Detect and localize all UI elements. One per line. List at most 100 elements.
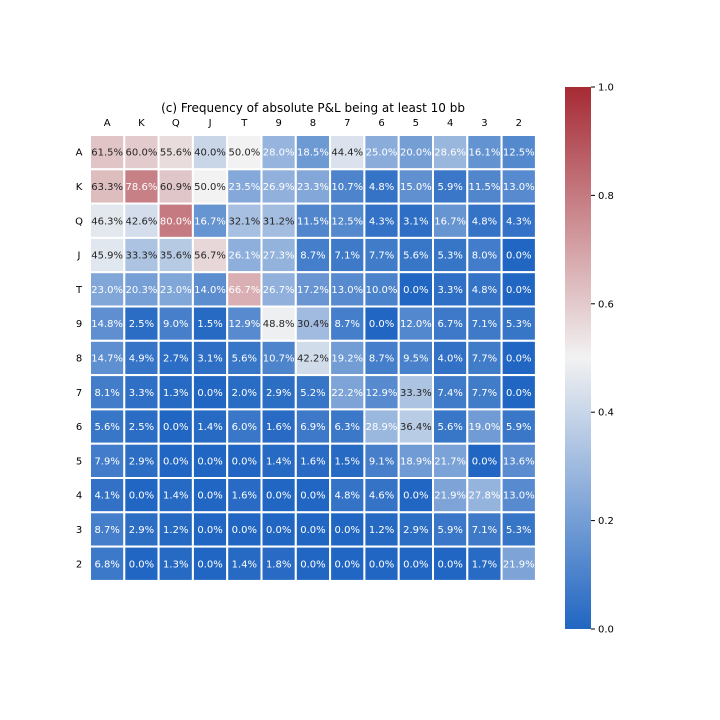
heatmap-cell	[89, 477, 126, 514]
x-tick-label: Q	[172, 118, 180, 129]
heatmap-cell	[432, 442, 469, 480]
cell-value-label: 23.3%	[297, 182, 329, 193]
cell-value-label: 7.1%	[472, 319, 497, 330]
cell-value-label: 16.1%	[469, 148, 501, 159]
cell-value-label: 6.9%	[300, 422, 325, 433]
cell-value-label: 50.0%	[194, 182, 226, 193]
cell-value-label: 2.9%	[129, 525, 154, 536]
cell-value-label: 4.8%	[472, 285, 497, 296]
cell-value-label: 21.9%	[434, 491, 466, 502]
heatmap-cell	[157, 168, 194, 205]
cell-value-label: 44.4%	[331, 148, 363, 159]
cell-value-label: 1.6%	[232, 491, 257, 502]
heatmap-cell	[500, 339, 537, 377]
cell-value-label: 5.9%	[437, 525, 462, 536]
cell-value-label: 0.0%	[197, 525, 222, 536]
cell-value-label: 8.7%	[369, 353, 394, 364]
cell-value-label: 16.7%	[194, 216, 226, 227]
cell-value-label: 28.6%	[434, 148, 466, 159]
cell-value-label: 11.5%	[297, 216, 329, 227]
cell-value-label: 1.5%	[197, 319, 222, 330]
cell-value-label: 0.0%	[403, 559, 428, 570]
y-tick-label: 7	[76, 388, 82, 399]
cell-value-label: 20.3%	[126, 285, 158, 296]
cell-value-label: 0.0%	[506, 353, 531, 364]
cell-value-label: 12.9%	[228, 319, 260, 330]
heatmap-cell	[226, 202, 263, 239]
colorbar-tick-label: 0.2	[598, 516, 614, 527]
cell-value-label: 0.0%	[403, 491, 428, 502]
heatmap-cell	[397, 545, 435, 582]
heatmap-cell	[89, 339, 126, 377]
heatmap-cell	[191, 442, 229, 480]
heatmap-cell	[157, 339, 194, 377]
heatmap-cell	[191, 408, 229, 445]
cell-value-label: 5.3%	[506, 525, 531, 536]
cell-value-label: 0.0%	[197, 491, 222, 502]
heatmap-cell	[226, 374, 263, 411]
heatmap-cell	[466, 408, 503, 445]
colorbar-tick-label: 0.4	[598, 408, 614, 419]
cell-value-label: 0.0%	[129, 559, 154, 570]
cell-value-label: 6.0%	[232, 422, 257, 433]
heatmap-cell	[294, 271, 332, 308]
cell-value-label: 27.8%	[469, 491, 501, 502]
x-tick-label: A	[104, 118, 111, 129]
cell-value-label: 12.5%	[503, 148, 535, 159]
cell-value-label: 28.9%	[366, 422, 398, 433]
heatmap-cell	[329, 545, 366, 582]
cell-value-label: 2.9%	[266, 388, 291, 399]
cell-value-label: 56.7%	[194, 251, 226, 262]
cell-value-label: 4.9%	[129, 353, 154, 364]
x-axis-ticks: A K Q J T 9 8 7 6 5 4 3 2	[104, 118, 522, 129]
cell-value-label: 8.7%	[300, 251, 325, 262]
cell-value-label: 0.0%	[163, 422, 188, 433]
cell-value-label: 45.9%	[91, 251, 123, 262]
cell-value-label: 0.0%	[335, 559, 360, 570]
cell-value-label: 0.0%	[129, 491, 154, 502]
colorbar	[565, 87, 591, 629]
cell-value-label: 0.0%	[266, 525, 291, 536]
heatmap-cell	[466, 236, 503, 274]
cell-value-label: 1.4%	[197, 422, 222, 433]
cell-value-label: 66.7%	[228, 285, 260, 296]
cell-value-label: 0.0%	[506, 285, 531, 296]
cell-value-label: 18.5%	[297, 148, 329, 159]
cell-value-label: 11.5%	[469, 182, 501, 193]
colorbar-tick-label: 0.6	[598, 299, 614, 310]
heatmap-cell	[294, 305, 332, 342]
cell-value-label: 63.3%	[91, 182, 123, 193]
heatmap-cell	[466, 545, 503, 582]
cell-value-label: 4.0%	[437, 353, 462, 364]
cell-value-label: 6.8%	[94, 559, 119, 570]
cell-value-label: 33.3%	[400, 388, 432, 399]
cell-value-label: 2.0%	[232, 388, 257, 399]
cell-value-label: 4.6%	[369, 491, 394, 502]
heatmap-cell	[294, 236, 332, 274]
cell-value-label: 5.3%	[506, 319, 531, 330]
x-tick-label: J	[208, 118, 212, 129]
x-tick-label: 8	[310, 118, 316, 129]
cell-value-label: 13.6%	[503, 456, 535, 467]
cell-value-label: 31.2%	[263, 216, 295, 227]
heatmap-cell	[466, 374, 503, 411]
cell-value-label: 32.1%	[228, 216, 260, 227]
cell-value-label: 1.4%	[163, 491, 188, 502]
x-tick-label: 9	[275, 118, 281, 129]
heatmap-cell-labels: 61.5% 60.0% 55.6% 40.0% 50.0% 28.0% 18.5% 44.4%…	[91, 148, 534, 571]
cell-value-label: 7.9%	[94, 456, 119, 467]
cell-value-label: 3.1%	[403, 216, 428, 227]
cell-value-label: 16.7%	[434, 216, 466, 227]
cell-value-label: 14.7%	[91, 353, 123, 364]
cell-value-label: 1.7%	[472, 559, 497, 570]
heatmap-cell	[157, 305, 194, 342]
heatmap-cell	[466, 271, 503, 308]
cell-value-label: 5.6%	[94, 422, 119, 433]
cell-value-label: 15.0%	[400, 182, 432, 193]
cell-value-label: 12.0%	[400, 319, 432, 330]
y-tick-label: 5	[76, 456, 82, 467]
cell-value-label: 6.7%	[437, 319, 462, 330]
cell-value-label: 14.8%	[91, 319, 123, 330]
cell-value-label: 0.0%	[197, 559, 222, 570]
